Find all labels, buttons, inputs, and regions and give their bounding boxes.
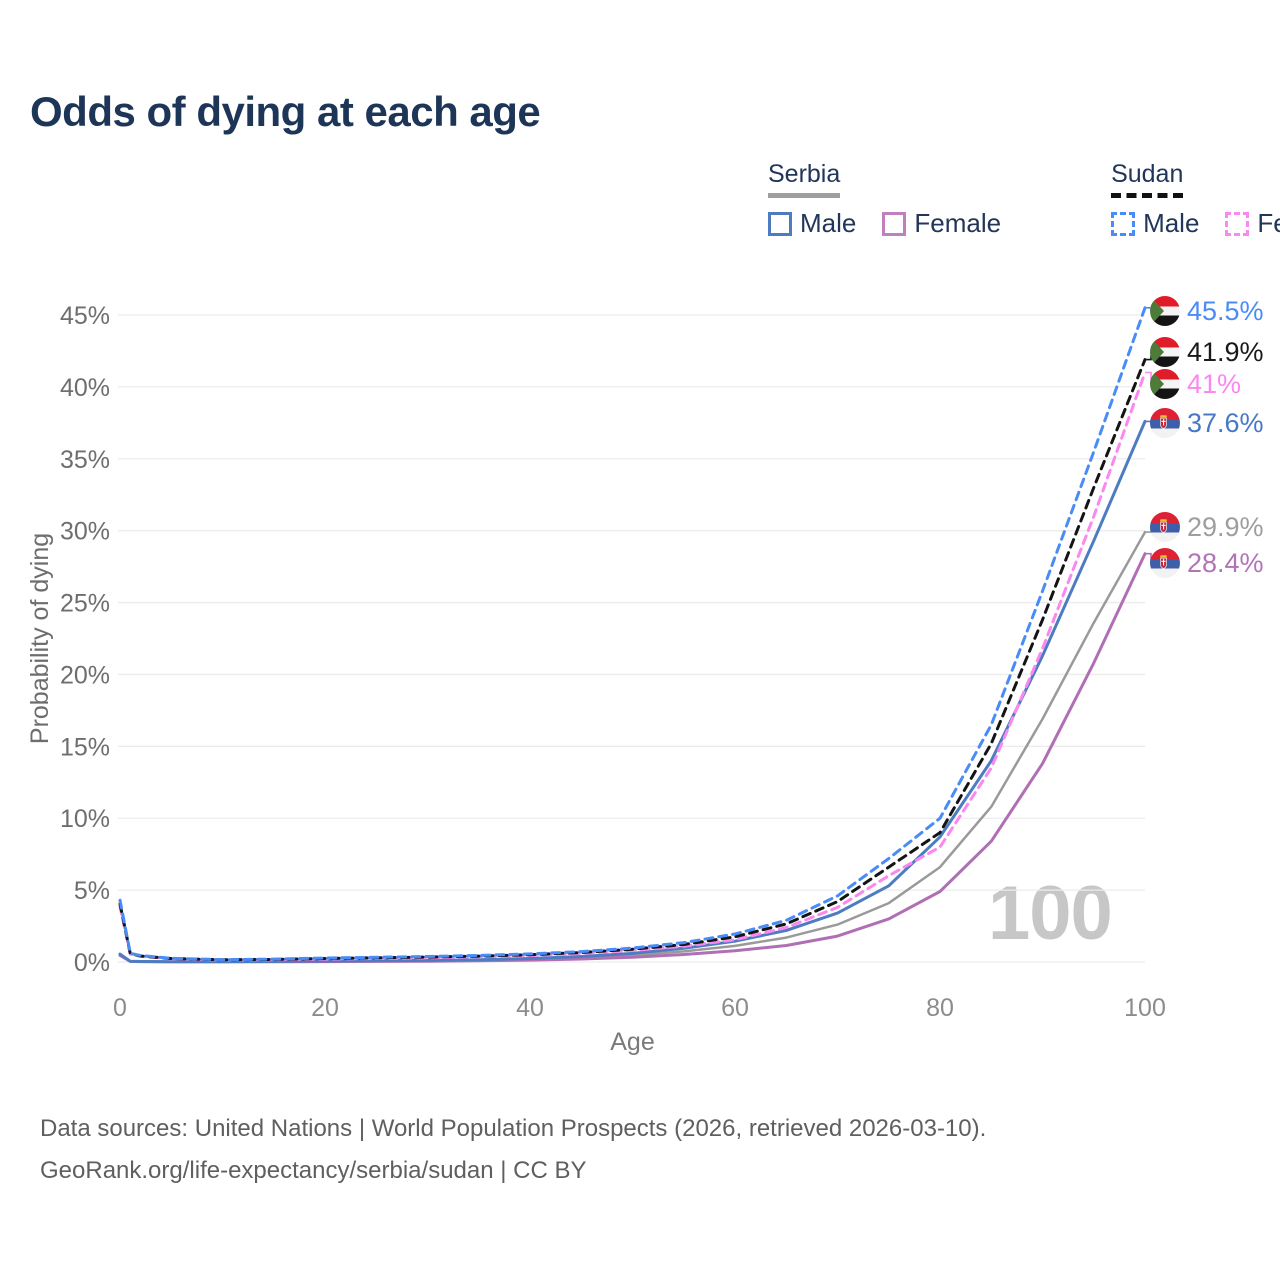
end-label-serbia: 29.9%: [1150, 511, 1264, 543]
end-label-value: 29.9%: [1187, 511, 1264, 542]
y-tick-label: 0%: [74, 949, 110, 977]
serbia-flag-icon: [1150, 408, 1180, 438]
legend-item-serbia-female[interactable]: Female: [882, 208, 1001, 239]
end-label-sudan-male: 45.5%: [1150, 295, 1264, 327]
x-tick-label: 80: [926, 994, 954, 1022]
serbia-flag-icon: [1150, 548, 1180, 578]
footer-attribution: GeoRank.org/life-expectancy/serbia/sudan…: [40, 1157, 587, 1184]
page-title: Odds of dying at each age: [30, 88, 541, 135]
end-label-sudan-female: 41%: [1150, 368, 1241, 400]
y-tick-label: 35%: [60, 446, 110, 474]
x-tick-label: 0: [113, 994, 127, 1022]
sudan-flag-icon: [1150, 296, 1180, 326]
chart-legend: Serbia Male Female Sudan Male: [768, 160, 1280, 239]
sudan-female-swatch-icon: [1225, 211, 1250, 236]
x-tick-label: 100: [1124, 994, 1166, 1022]
y-tick-label: 45%: [60, 302, 110, 330]
serbia-male-swatch-icon: [768, 211, 792, 236]
end-label-serbia-female: 28.4%: [1150, 547, 1264, 579]
legend-country-serbia: Serbia: [768, 160, 841, 198]
series-line-sudan-female: [118, 371, 1147, 962]
y-tick-label: 20%: [60, 661, 110, 689]
series-line-sudan: [118, 358, 1147, 962]
end-label-value: 41%: [1187, 368, 1242, 399]
end-label-value: 28.4%: [1187, 547, 1264, 578]
serbia-flag-icon: [1150, 512, 1180, 542]
legend-item-serbia-male[interactable]: Male: [768, 208, 856, 239]
legend-item-label: Female: [1257, 208, 1280, 238]
x-tick-label: 20: [311, 994, 339, 1022]
sudan-male-swatch-icon: [1111, 211, 1136, 236]
legend-item-label: Female: [914, 208, 1002, 238]
y-tick-label: 5%: [74, 877, 110, 905]
end-label-value: 41.9%: [1187, 336, 1264, 367]
x-tick-label: 40: [516, 994, 544, 1022]
footer: Data sources: United Nations | World Pop…: [40, 1108, 986, 1192]
end-label-value: 45.5%: [1187, 295, 1264, 326]
legend-item-label: Male: [800, 208, 857, 238]
sudan-flag-icon: [1150, 337, 1180, 367]
y-tick-label: 10%: [60, 805, 110, 833]
legend-group-sudan: Sudan Male Female: [1111, 160, 1280, 239]
serbia-female-swatch-icon: [882, 211, 907, 236]
sudan-flag-icon: [1150, 369, 1180, 399]
y-axis-label: Probability of dying: [26, 533, 54, 744]
legend-country-sudan: Sudan: [1111, 160, 1184, 198]
end-label-sudan: 41.9%: [1150, 336, 1264, 368]
series-line-serbia-male: [118, 419, 1147, 964]
legend-group-serbia: Serbia Male Female: [768, 160, 1001, 239]
legend-item-sudan-male[interactable]: Male: [1111, 208, 1199, 239]
x-axis-label: Age: [610, 1028, 654, 1056]
series-line-sudan-male: [118, 306, 1147, 962]
legend-item-label: Male: [1143, 208, 1200, 238]
legend-item-sudan-female[interactable]: Female: [1225, 208, 1280, 239]
footer-data-sources: Data sources: United Nations | World Pop…: [40, 1115, 987, 1142]
end-label-value: 37.6%: [1187, 407, 1264, 438]
y-tick-label: 25%: [60, 590, 110, 618]
x-tick-label: 60: [721, 994, 749, 1022]
y-tick-label: 40%: [60, 374, 110, 402]
end-label-serbia-male: 37.6%: [1150, 407, 1264, 439]
age-watermark: 100: [988, 871, 1113, 956]
y-tick-label: 15%: [60, 733, 110, 761]
y-tick-label: 30%: [60, 518, 110, 546]
